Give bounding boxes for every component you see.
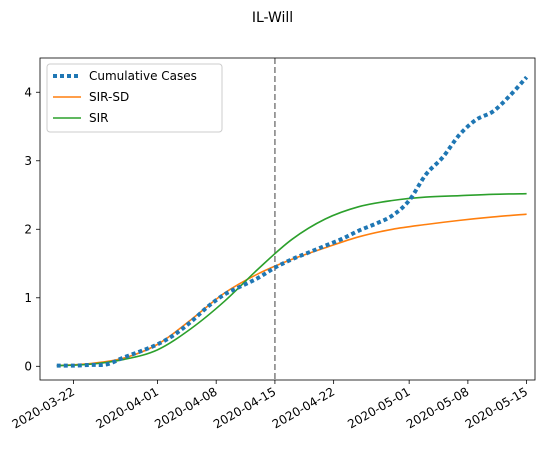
y-axis: 0 1 2 3 4 [24, 85, 40, 373]
x-axis: 2020-03-22 2020-04-012020-04-082020-04-15… [10, 380, 530, 431]
x-tick-label: 2020-05-15 [463, 384, 530, 431]
y-tick-label: 2 [24, 222, 32, 236]
y-tick-label: 1 [24, 291, 32, 305]
series-line-sir-sd [56, 213, 527, 367]
legend-label: SIR-SD [89, 90, 129, 104]
series-line-sir [56, 192, 527, 367]
y-tick-label: 4 [24, 85, 32, 99]
chart-title: IL-Will [252, 10, 293, 26]
legend: Cumulative Cases SIR-SD SIR [46, 63, 223, 133]
y-tick-label: 3 [24, 154, 32, 168]
x-tick-label: 2020-04-15 [211, 384, 278, 431]
x-tick-label: 2020-04-08 [152, 384, 219, 431]
legend-label: SIR [89, 111, 109, 125]
x-tick-label: 2020-05-08 [404, 384, 471, 431]
x-tick-label: 2020-05-01 [345, 384, 412, 431]
x-tick-label: 2020-03-22 [10, 384, 77, 431]
legend-label: Cumulative Cases [89, 69, 197, 83]
plot-frame [39, 57, 536, 381]
legend-box [46, 63, 223, 133]
y-tick-label: 0 [24, 359, 32, 373]
x-tick-label: 2020-04-22 [270, 384, 337, 431]
x-tick-label: 2020-04-01 [94, 384, 161, 431]
